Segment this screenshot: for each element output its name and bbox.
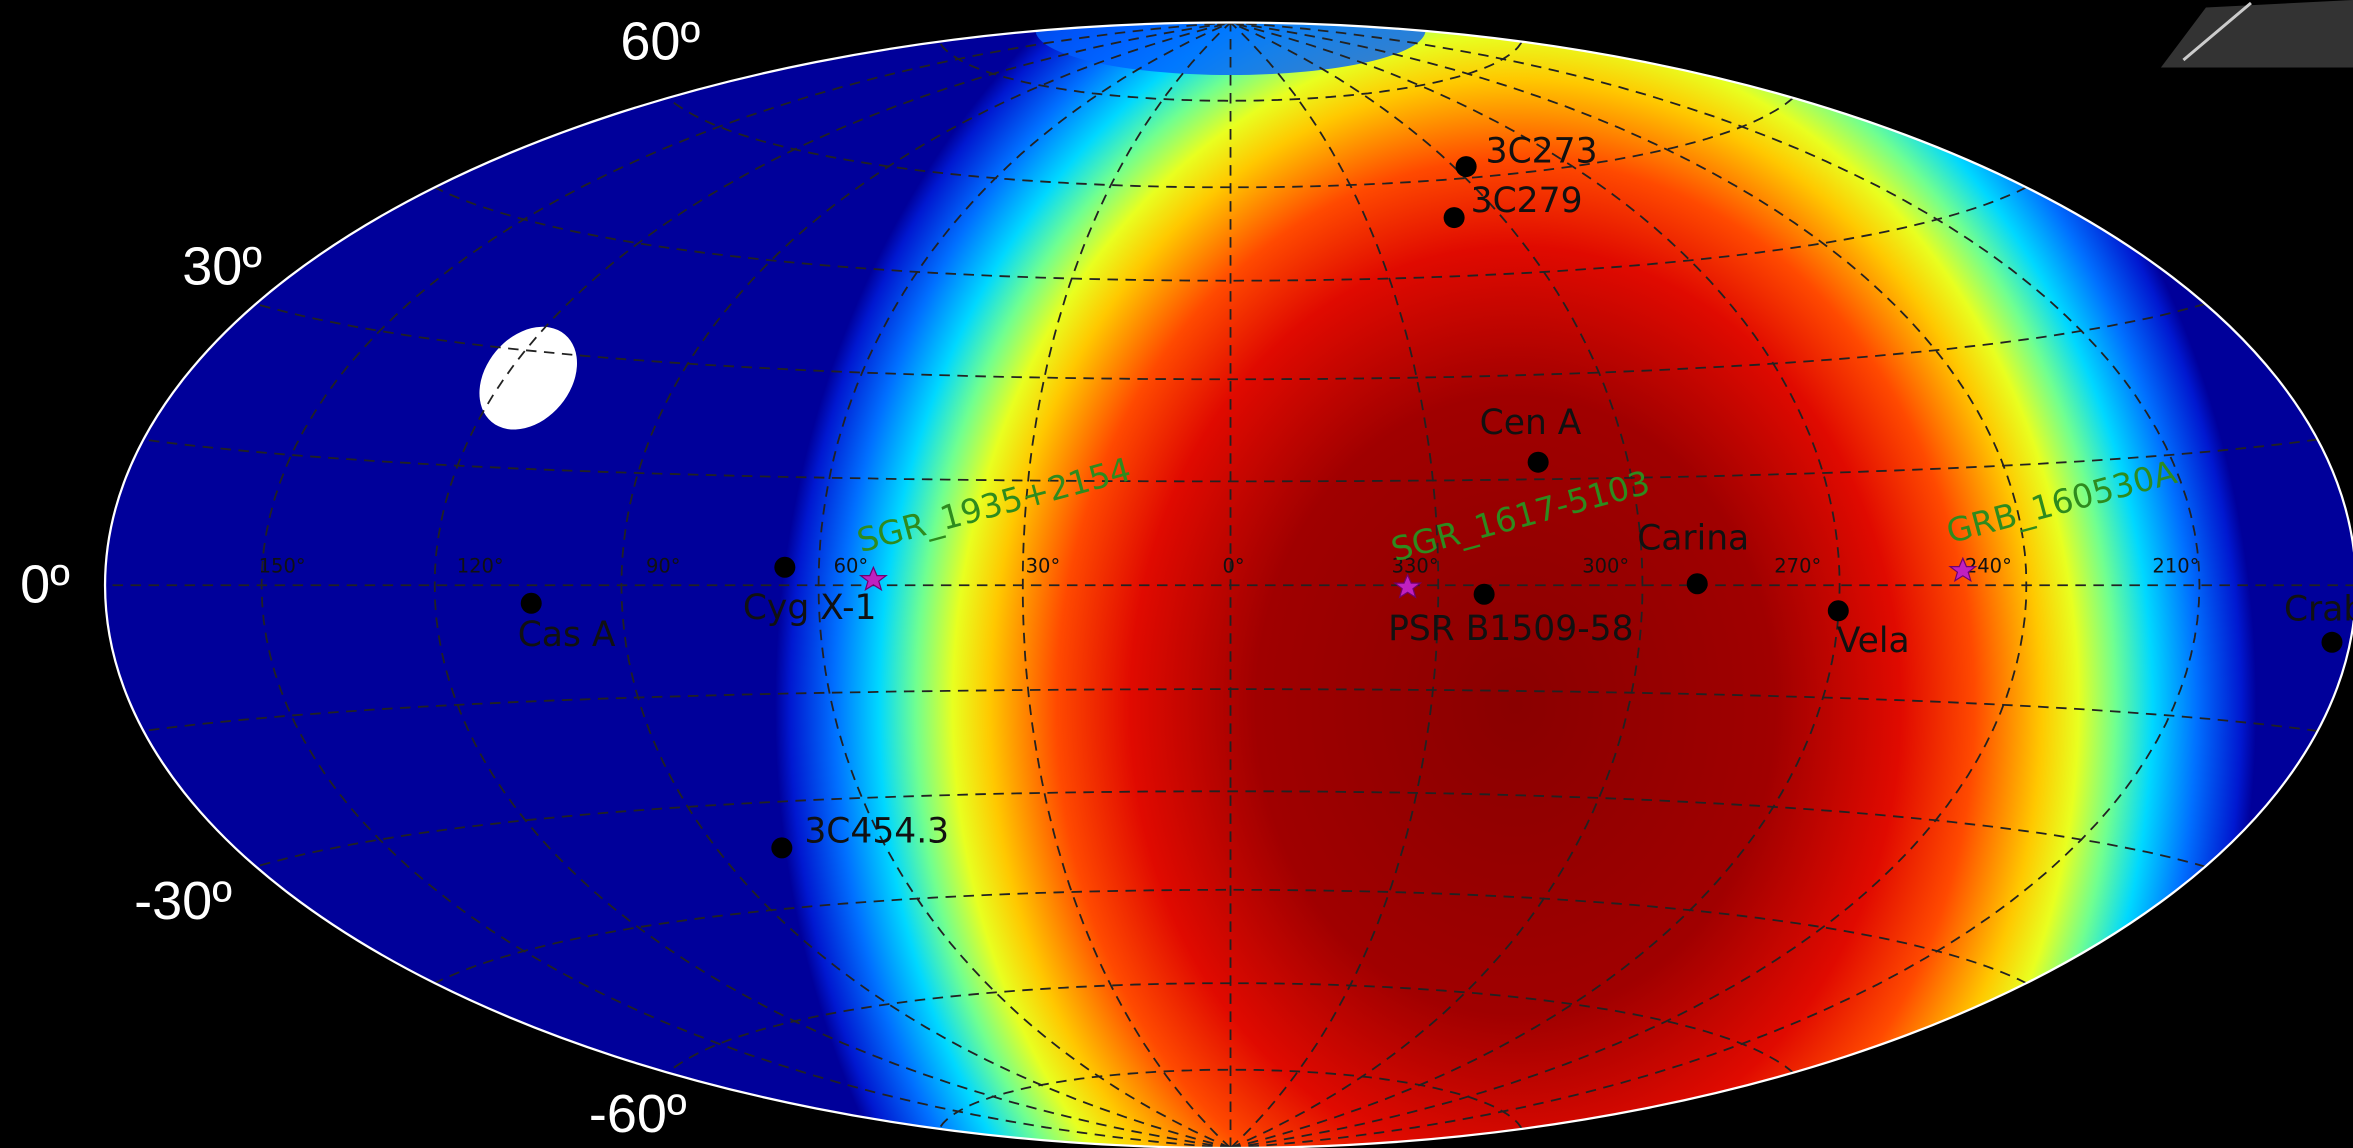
source-dot [774,557,795,578]
source-label: Crab [2284,589,2353,629]
source-dot [1828,600,1849,621]
latitude-label: -30º [134,871,232,931]
longitude-label: 270° [1774,555,1821,578]
satellite-fragment [2161,0,2353,68]
source-label: 3C454.3 [804,811,949,851]
source-dot [1687,573,1708,594]
longitude-label: 150° [259,555,306,578]
longitude-label: 300° [1582,555,1629,578]
longitude-label: 30° [1026,555,1061,578]
source-label: 3C279 [1471,181,1583,221]
source-label: Carina [1637,519,1749,559]
source-dot [2321,632,2342,653]
source-label: Cyg X-1 [743,588,877,628]
latitude-label: -60º [589,1084,687,1144]
source-label: 3C273 [1486,132,1598,172]
source-dot [1444,207,1465,228]
latitude-label: 0º [20,555,70,615]
page: {"latitude_labels": ["60º", "30º", "0º",… [0,0,2353,1148]
satellite-panel [2161,0,2353,68]
longitude-label: 120° [457,555,504,578]
longitude-label: 0° [1222,555,1244,578]
sky-map: 60º 30º 0º -30º -60º 150° 120° 90° 60° 3… [0,0,2353,1148]
source-dot [1528,452,1549,473]
source-dot [771,837,792,858]
latitude-label: 60º [620,11,700,71]
source-dot [1474,584,1495,605]
source-label: Vela [1837,621,1910,661]
source-dot [1456,156,1477,177]
source-label: Cen A [1480,403,1582,443]
longitude-label: 90° [646,555,681,578]
source-dot [521,593,542,614]
longitude-label: 210° [2152,555,2199,578]
source-label: PSR B1509-58 [1388,609,1633,649]
latitude-label: 30º [182,236,262,296]
source-label: Cas A [518,615,616,655]
